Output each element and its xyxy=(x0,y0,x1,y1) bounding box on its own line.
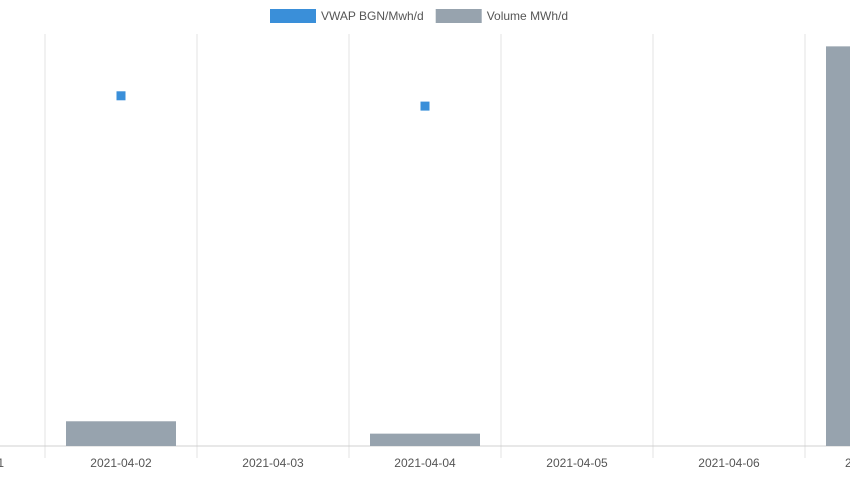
x-tick-label: 2021-04-03 xyxy=(242,456,304,470)
legend-label: Volume MWh/d xyxy=(487,9,568,23)
bar xyxy=(66,421,176,446)
point xyxy=(420,101,430,111)
bar xyxy=(826,46,850,447)
x-tick-label: 2 xyxy=(845,456,850,470)
x-tick-label: 1 xyxy=(0,456,4,470)
bar xyxy=(370,433,480,446)
x-tick-label: 2021-04-04 xyxy=(394,456,456,470)
x-tick-label: 2021-04-02 xyxy=(90,456,152,470)
x-tick-label: 2021-04-05 xyxy=(546,456,608,470)
x-tick-label: 2021-04-06 xyxy=(698,456,760,470)
point xyxy=(116,91,126,101)
legend-swatch xyxy=(270,9,316,23)
legend-label: VWAP BGN/Mwh/d xyxy=(321,9,424,23)
legend-swatch xyxy=(435,9,482,23)
